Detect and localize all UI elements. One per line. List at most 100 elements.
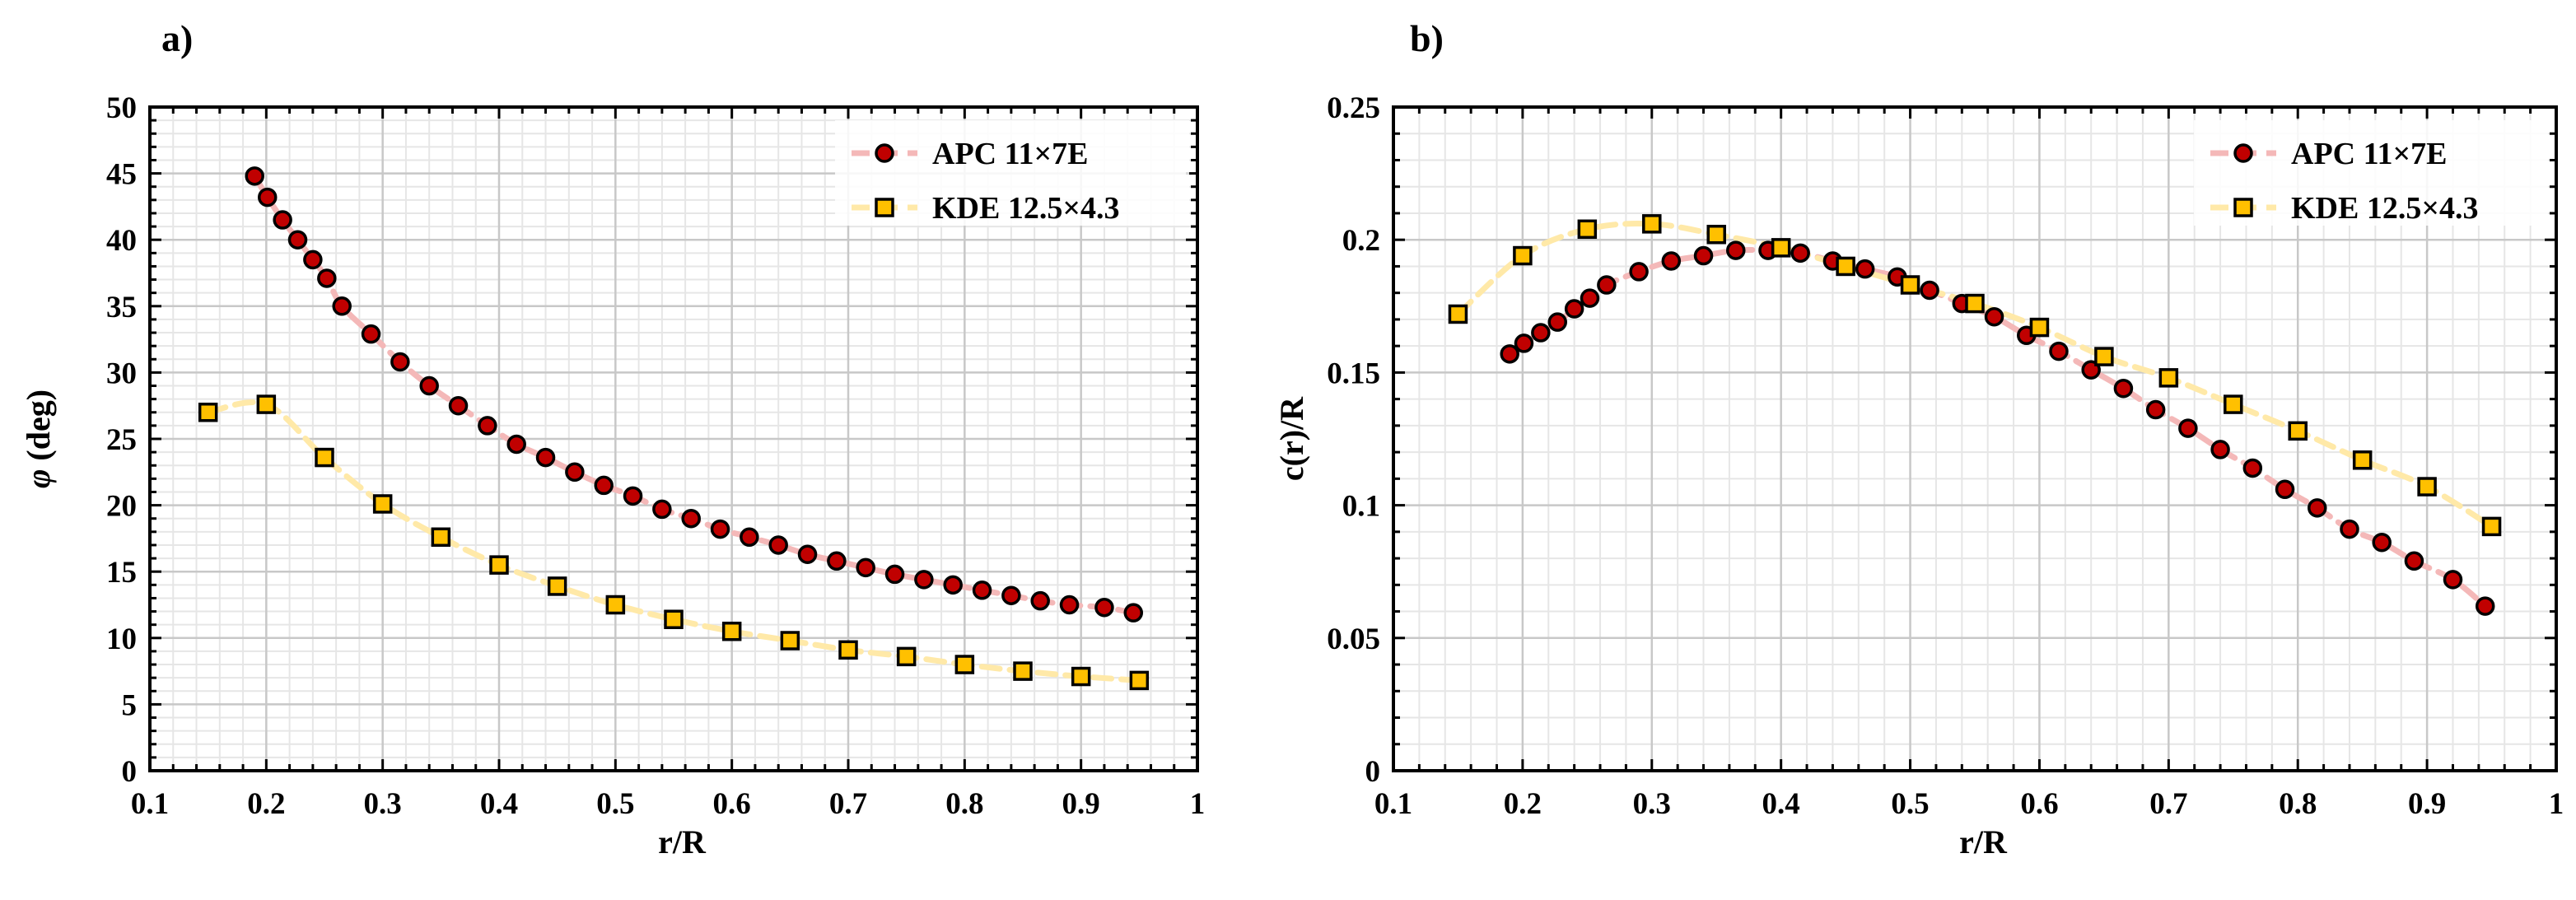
y-axis-title-unit: (deg) (20, 389, 57, 469)
data-point-kde (838, 640, 858, 660)
data-point-apc (2275, 479, 2295, 500)
x-tick-label: 0.7 (2149, 787, 2187, 821)
data-point-apc (506, 434, 526, 455)
data-point-apc (2242, 458, 2263, 478)
data-point-apc (623, 486, 643, 506)
data-point-kde (2094, 347, 2114, 366)
series-line-apc (1506, 246, 2489, 609)
y-tick-label: 0.05 (1327, 623, 1380, 656)
data-point-kde (2417, 477, 2437, 497)
data-point-apc (1629, 262, 1649, 282)
data-point-apc (1500, 344, 1519, 364)
y-tick-label: 45 (106, 158, 137, 192)
data-point-apc (2340, 519, 2359, 539)
data-point-apc (361, 324, 381, 344)
data-point-apc (2145, 399, 2166, 420)
series-line-kde (1454, 221, 2495, 529)
data-point-kde (1448, 304, 1468, 324)
data-point-apc (1001, 585, 1021, 605)
data-point-apc (681, 508, 701, 529)
data-point-kde (954, 655, 975, 674)
y-tick-label: 15 (106, 556, 137, 590)
data-point-kde (780, 631, 800, 651)
x-tick-label: 0.1 (131, 787, 169, 821)
data-point-apc (390, 352, 410, 372)
x-tick-label: 0.9 (2408, 787, 2446, 821)
data-point-kde (896, 646, 917, 667)
data-point-kde (2352, 450, 2373, 470)
data-point-kde (1013, 661, 1033, 681)
y-tick-label: 20 (106, 490, 137, 524)
y-tick-label: 40 (106, 224, 137, 258)
data-point-kde (489, 555, 509, 575)
data-point-kde (1513, 245, 1533, 266)
data-point-kde (1706, 225, 1726, 245)
data-point-apc (884, 564, 905, 585)
data-point-kde (431, 527, 451, 548)
data-point-apc (1984, 306, 2004, 327)
data-point-apc (273, 210, 292, 230)
data-point-apc (594, 475, 614, 496)
data-point-kde (1129, 670, 1150, 691)
x-tick-label: 0.2 (247, 787, 285, 821)
x-tick-label: 0.9 (1062, 787, 1100, 821)
y-tick-label: 0.2 (1342, 224, 1380, 258)
y-tick-label: 0 (1365, 755, 1381, 789)
data-point-kde (2288, 421, 2308, 441)
data-point-apc (914, 570, 934, 590)
x-axis-title: r/R (658, 823, 707, 860)
data-point-apc (856, 557, 875, 578)
y-tick-label: 25 (106, 423, 137, 457)
data-point-kde (1577, 219, 1598, 240)
data-point-apc (1514, 333, 1534, 353)
data-point-apc (303, 249, 323, 270)
y-tick-label: 0.15 (1327, 357, 1380, 390)
x-tick-label: 0.5 (596, 787, 634, 821)
data-point-kde (1071, 666, 1091, 687)
x-tick-label: 0.8 (2279, 787, 2317, 821)
x-tick-label: 0.4 (1762, 787, 1800, 821)
data-point-apc (1547, 312, 1567, 332)
data-point-apc (448, 395, 469, 416)
data-point-kde (721, 621, 742, 641)
data-point-apc (257, 187, 278, 208)
data-point-apc (2113, 378, 2134, 399)
y-tick-label: 10 (106, 623, 137, 656)
data-point-apc (943, 575, 963, 595)
data-point-apc (565, 462, 585, 483)
x-axis-title: r/R (1959, 823, 2008, 860)
y-axis-title: c(r)/R (1273, 396, 1310, 481)
x-tick-label: 0.2 (1504, 787, 1542, 821)
series-line-apc (251, 173, 1136, 616)
y-tick-label: 50 (106, 91, 137, 125)
data-point-apc (2443, 570, 2463, 590)
data-point-kde (664, 609, 684, 629)
legend-label: KDE 12.5×4.3 (932, 191, 1120, 226)
data-point-apc (768, 535, 788, 555)
panel-label: a) (161, 17, 193, 59)
data-point-kde (2224, 394, 2243, 414)
data-point-apc (2178, 418, 2198, 438)
plot-frame (1392, 105, 2558, 772)
x-tick-label: 1 (1190, 787, 1206, 821)
data-point-kde (1900, 275, 1920, 295)
data-point-apc (1661, 251, 1682, 271)
y-axis-title-symbol: φ (20, 469, 57, 488)
x-tick-label: 0.4 (480, 787, 518, 821)
data-point-apc (2210, 440, 2230, 459)
legend-label: APC 11×7E (932, 137, 1089, 171)
data-point-apc (1580, 288, 1600, 308)
data-point-kde (2029, 317, 2050, 338)
data-point-apc (827, 551, 847, 571)
data-point-apc (1030, 590, 1050, 611)
data-point-apc (652, 499, 672, 520)
data-point-apc (317, 268, 337, 288)
data-point-apc (287, 230, 308, 249)
data-point-kde (1771, 238, 1791, 258)
data-point-apc (710, 519, 730, 539)
data-point-apc (419, 375, 439, 396)
data-point-apc (1726, 240, 1746, 260)
legend-marker-square (875, 198, 894, 217)
